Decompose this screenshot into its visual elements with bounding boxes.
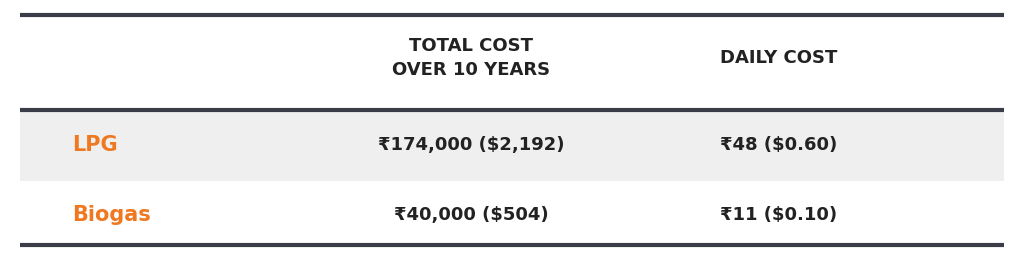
Text: ₹174,000 ($2,192): ₹174,000 ($2,192) xyxy=(378,136,564,154)
Text: LPG: LPG xyxy=(72,135,118,155)
Text: DAILY COST: DAILY COST xyxy=(720,49,837,67)
Text: ₹48 ($0.60): ₹48 ($0.60) xyxy=(720,136,837,154)
Text: TOTAL COST
OVER 10 YEARS: TOTAL COST OVER 10 YEARS xyxy=(392,37,550,79)
Text: Biogas: Biogas xyxy=(72,205,151,225)
Text: ₹40,000 ($504): ₹40,000 ($504) xyxy=(393,206,549,224)
Bar xyxy=(20,110,1004,181)
Text: ₹11 ($0.10): ₹11 ($0.10) xyxy=(720,206,837,224)
